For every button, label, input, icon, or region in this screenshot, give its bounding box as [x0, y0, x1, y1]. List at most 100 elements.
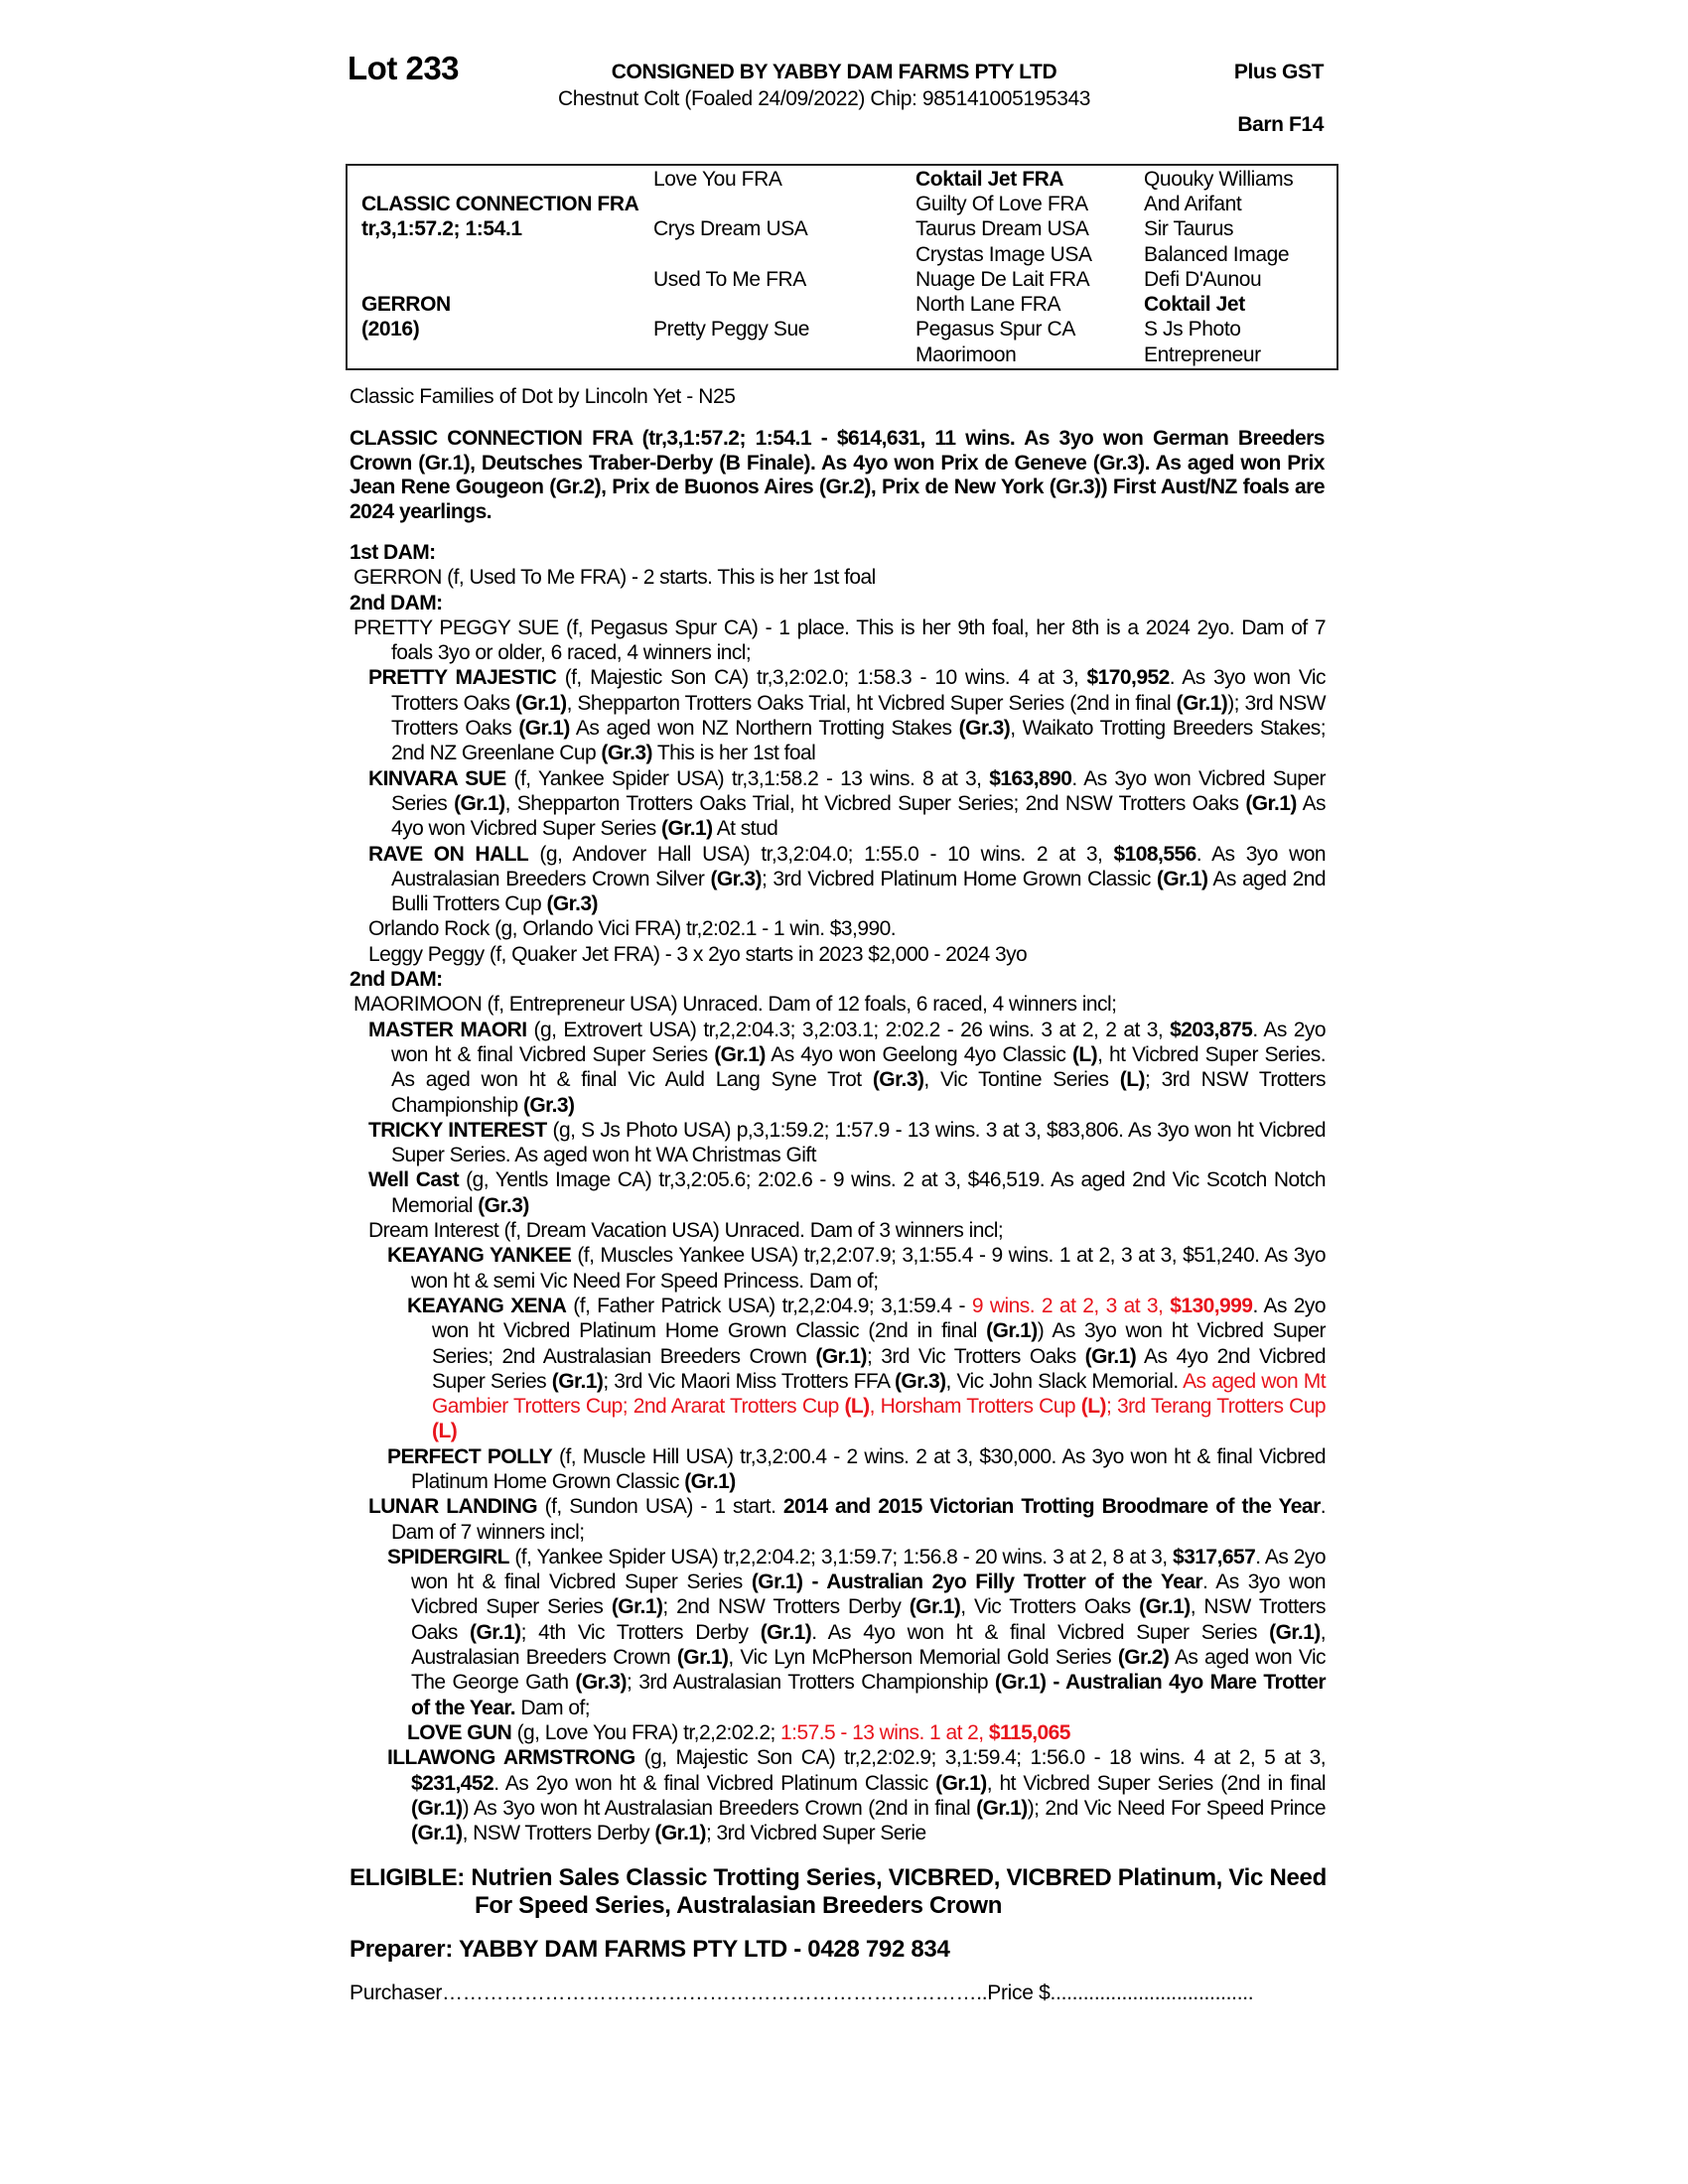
pedigree-gen2: Crys Dream USA: [653, 217, 808, 240]
pedigree-entry: Well Cast (g, Yentls Image CA) tr,3,2:05…: [348, 1167, 1327, 1218]
entry-text: ) As 3yo won ht Australasian Breeders Cr…: [462, 1796, 977, 1820]
pedigree-gen4: And Arifant: [1144, 193, 1242, 215]
pedigree-gen2: Love You FRA: [653, 168, 782, 191]
entry-text: (g, Yentls Image CA) tr,3,2:05.6; 2:02.6…: [391, 1168, 1327, 1217]
bold-text: (Gr.1): [611, 1595, 663, 1619]
family-line: Classic Families of Dot by Lincoln Yet -…: [350, 385, 736, 408]
entry-text: . Dam of 7 winners incl;: [391, 1495, 1327, 1544]
bold-text: (Gr.1) - Australian 4yo Mare Trotter of …: [411, 1671, 1327, 1719]
bold-text: (Gr.1): [551, 1369, 604, 1393]
bold-text: (Gr.1): [1139, 1595, 1191, 1619]
entry-text: As aged won Vic The George Gath: [411, 1646, 1327, 1695]
entry-text: , Vic Trotters Oaks: [960, 1595, 1140, 1619]
entry-text: GERRON (f, Used To Me FRA) - 2 starts. T…: [353, 566, 876, 590]
pedigree-entry: ILLAWONG ARMSTRONG (g, Majestic Son CA) …: [348, 1745, 1327, 1845]
pedigree-gen4: Coktail Jet: [1144, 293, 1245, 316]
entry-text: , NSW Trotters Derby: [462, 1822, 655, 1845]
highlighted-text: 1:57.5 - 13 wins. 1 at 2,: [780, 1720, 989, 1744]
entry-text: (f, Yankee Spider USA) tr,2,2:04.2; 3,1:…: [508, 1545, 1174, 1569]
bold-text: (Gr.1): [454, 791, 505, 815]
pedigree-entry: GERRON (f, Used To Me FRA) - 2 starts. T…: [348, 565, 1326, 590]
entry-text: , Vic Tontine Series: [923, 1068, 1120, 1092]
pedigree-entry: PERFECT POLLY (f, Muscle Hill USA) tr,3,…: [348, 1444, 1327, 1495]
pedigree-entry: MASTER MAORI (g, Extrovert USA) tr,2,2:0…: [348, 1018, 1327, 1118]
bold-text: KEAYANG XENA: [407, 1294, 567, 1317]
pedigree-gen2: Pretty Peggy Sue: [653, 318, 810, 341]
entry-text: . As 4yo won ht & final Vicbred Super Se…: [811, 1620, 1270, 1644]
entry-text: . As 3yo won Vicbred Super Series: [411, 1570, 1327, 1619]
entry-text: (f, Muscle Hill USA) tr,3,2:00.4 - 2 win…: [411, 1444, 1327, 1493]
horse-description: Chestnut Colt (Foaled 24/09/2022) Chip: …: [557, 87, 1091, 110]
highlighted-text: As aged won Mt Gambier Trotters Cup; 2nd…: [432, 1369, 1327, 1419]
barn-location: Barn F14: [1237, 113, 1324, 136]
entry-text: (f, Yankee Spider USA) tr,3,1:58.2 - 13 …: [505, 766, 990, 790]
pedigree-gen3: North Lane FRA: [915, 293, 1061, 316]
bold-text: Well Cast: [368, 1168, 460, 1192]
highlighted-text: (L): [432, 1420, 458, 1443]
entry-text: ; 3rd Vic Trotters Oaks: [866, 1344, 1085, 1368]
bold-text: (Gr.3): [710, 867, 762, 890]
entry-text: , Shepparton Trotters Oaks Trial, ht Vic…: [504, 791, 1246, 815]
lot-number: Lot 233: [348, 50, 460, 86]
entry-text: ; 3rd Australasian Trotters Championship: [626, 1671, 995, 1695]
entry-text: . As 3yo won Vicbred Super Series: [391, 766, 1327, 815]
section-heading: 2nd DAM:: [348, 967, 1326, 992]
pedigree-entry: Leggy Peggy (f, Quaker Jet FRA) - 3 x 2y…: [348, 942, 1326, 967]
entry-text: PRETTY PEGGY SUE (f, Pegasus Spur CA) - …: [353, 615, 1327, 665]
bold-text: (Gr.3): [872, 1068, 924, 1092]
bold-text: (Gr.1): [518, 717, 570, 741]
bold-text: (Gr.1): [760, 1620, 812, 1644]
entry-text: (g, S Js Photo USA) p,3,1:59.2; 1:57.9 -…: [391, 1118, 1327, 1167]
pedigree-entry: SPIDERGIRL (f, Yankee Spider USA) tr,2,2…: [348, 1545, 1327, 1720]
bold-text: (Gr.1): [1176, 691, 1228, 715]
pedigree-gen3: Pegasus Spur CA: [915, 318, 1075, 341]
entry-text: . As 2yo won ht & final Vicbred Platinum…: [493, 1771, 936, 1795]
bold-text: ILLAWONG ARMSTRONG: [387, 1746, 635, 1770]
highlighted-text: $130,999: [1170, 1294, 1253, 1317]
bold-text: (L): [1071, 1042, 1098, 1066]
entry-text: . As 2yo won ht & final Vicbred Super Se…: [391, 1018, 1327, 1066]
dam-line-body: 1st DAM: GERRON (f, Used To Me FRA) - 2 s…: [348, 540, 1327, 1845]
entry-text: ; 3rd Vicbred Platinum Home Grown Classi…: [762, 867, 1157, 890]
bold-text: (Gr.3): [478, 1193, 529, 1217]
pedigree-entry: MAORIMOON (f, Entrepreneur USA) Unraced.…: [348, 992, 1326, 1017]
pedigree-gen4: Entrepreneur: [1144, 343, 1261, 366]
entry-text: Leggy Peggy (f, Quaker Jet FRA) - 3 x 2y…: [368, 942, 1028, 966]
pedigree-gen3: Maorimoon: [915, 343, 1017, 366]
highlighted-text: (L): [844, 1395, 870, 1419]
bold-text: (Gr.1): [714, 1042, 766, 1066]
entry-text: , NSW Trotters Oaks: [411, 1595, 1327, 1644]
bold-text: (Gr.3): [601, 742, 652, 765]
bold-text: RAVE ON HALL: [368, 842, 529, 866]
entry-text: , Shepparton Trotters Oaks Trial, ht Vic…: [566, 691, 1177, 715]
pedigree-table: CLASSIC CONNECTION FRA tr,3,1:57.2; 1:54…: [346, 164, 1338, 370]
bold-text: (Gr.3): [575, 1671, 627, 1695]
bold-text: SPIDERGIRL: [387, 1545, 509, 1569]
bold-text: (Gr.1): [909, 1595, 961, 1619]
entry-text: Dam of;: [515, 1696, 591, 1719]
bold-text: (Gr.1): [654, 1822, 706, 1845]
bold-text: (Gr.2): [1117, 1646, 1170, 1670]
entry-text: , Waikato Trotting Breeders Stakes; 2nd …: [391, 717, 1327, 765]
bold-text: (Gr.1): [515, 691, 567, 715]
bold-text: (Gr.1): [1245, 791, 1297, 815]
highlighted-text: (L): [1080, 1395, 1107, 1419]
bold-text: 2nd DAM:: [350, 591, 443, 614]
bold-text: (Gr.1): [1156, 867, 1208, 890]
entry-text: ; 2nd NSW Trotters Derby: [662, 1595, 910, 1619]
bold-text: KEAYANG YANKEE: [387, 1244, 572, 1268]
highlighted-text: 9 wins. 2 at 2, 3 at 3,: [971, 1294, 1171, 1317]
entry-text: (g, Extrovert USA) tr,2,2:04.3; 3,2:03.1…: [526, 1018, 1171, 1041]
bold-text: TRICKY INTEREST: [368, 1118, 547, 1142]
eligibility: ELIGIBLE: Nutrien Sales Classic Trotting…: [350, 1864, 1333, 1920]
pedigree-gen3: Crystas Image USA: [915, 243, 1092, 266]
entry-text: (f, Sundon USA) - 1 start.: [537, 1495, 783, 1519]
pedigree-sire: CLASSIC CONNECTION FRA: [361, 193, 639, 215]
entry-text: (f, Muscles Yankee USA) tr,2,2:07.9; 3,1…: [411, 1244, 1327, 1293]
entry-text: . As 3yo won Vic Trotters Oaks: [391, 666, 1327, 715]
entry-text: As aged 2nd Bulli Trotters Cup: [391, 867, 1327, 916]
entry-text: (g, Love You FRA) tr,2,2:02.2;: [511, 1720, 781, 1744]
bold-text: 2nd DAM:: [350, 968, 443, 992]
bold-text: (Gr.3): [522, 1093, 575, 1117]
bold-text: $163,890: [989, 766, 1072, 790]
